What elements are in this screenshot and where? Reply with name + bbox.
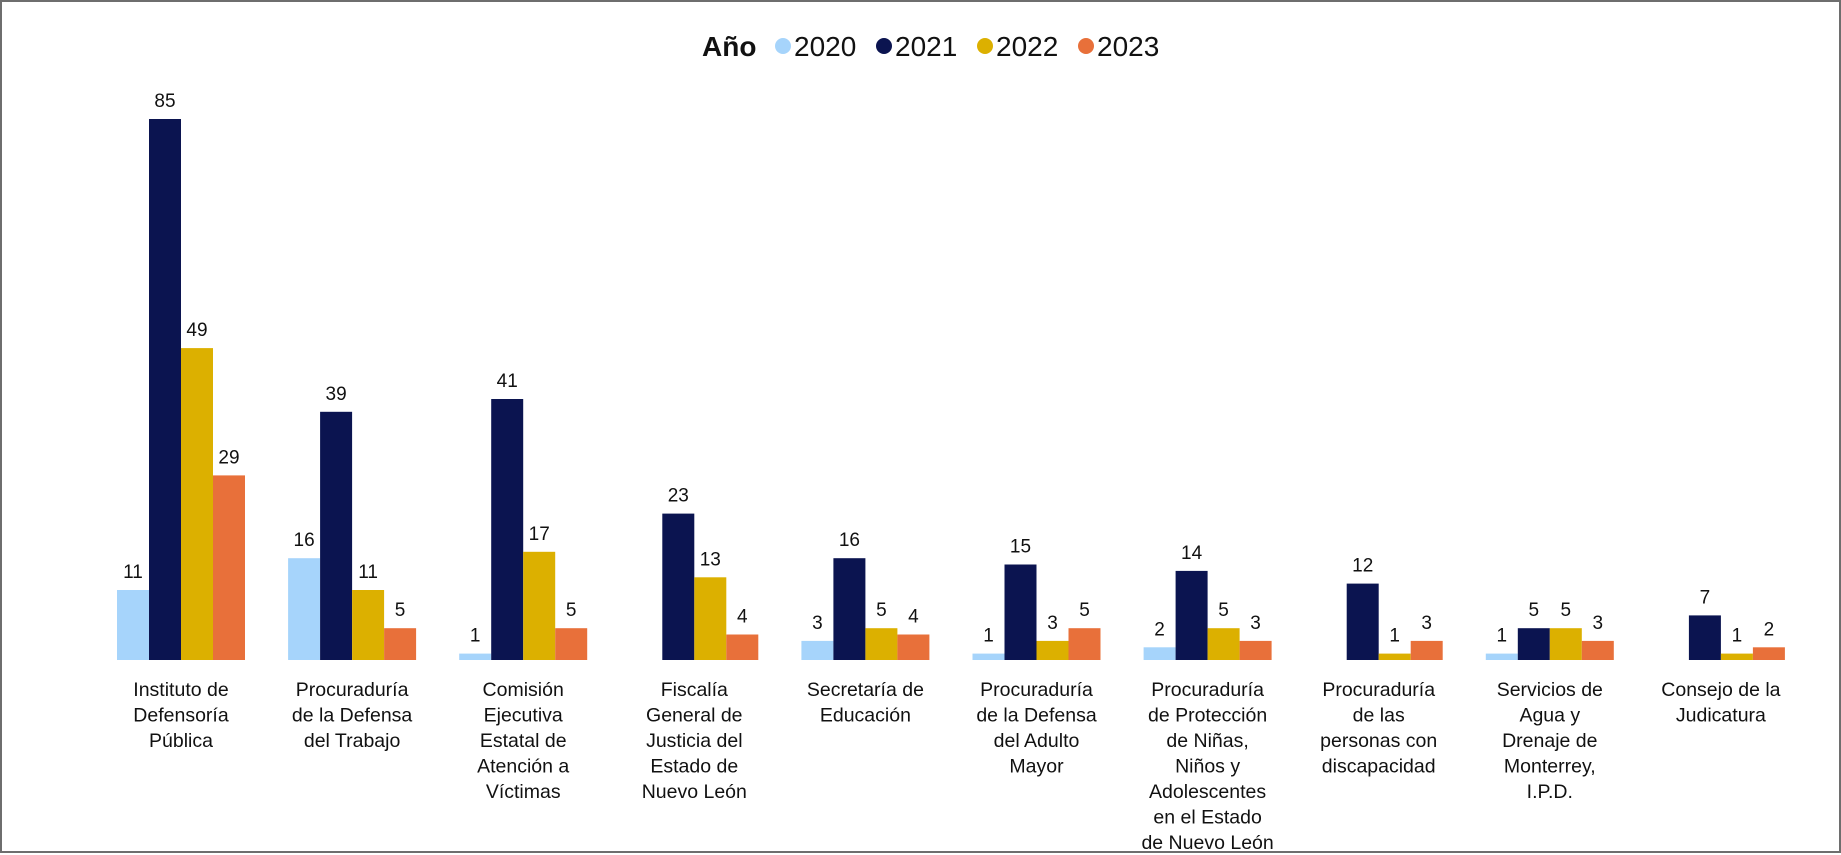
legend-swatch-2020 xyxy=(775,38,791,54)
value-label-2021-cat-9: 7 xyxy=(1700,587,1711,608)
value-label-2020-cat-0: 11 xyxy=(123,562,143,583)
value-label-2021-cat-1: 39 xyxy=(326,384,347,405)
bar-2022-cat-5 xyxy=(1036,640,1069,660)
value-label-2022-cat-3: 13 xyxy=(700,549,721,570)
bar-2023-cat-8 xyxy=(1581,640,1614,660)
value-label-2022-cat-4: 5 xyxy=(876,600,887,621)
value-label-2023-cat-0: 29 xyxy=(218,447,239,468)
category-label-8: Servicios de Agua y Drenaje de Monterrey, I.… xyxy=(1497,679,1603,803)
bar-2020-cat-6 xyxy=(1143,647,1176,660)
value-label-2022-cat-1: 11 xyxy=(358,562,378,583)
value-label-2022-cat-5: 3 xyxy=(1047,613,1058,634)
legend-title: Año xyxy=(702,31,756,62)
bars-group xyxy=(117,119,1785,660)
bar-2023-cat-4 xyxy=(897,634,930,660)
bar-2020-cat-5 xyxy=(972,653,1005,660)
bar-2023-cat-1 xyxy=(384,628,417,660)
value-label-2020-cat-2: 1 xyxy=(470,626,481,647)
value-label-2023-cat-3: 4 xyxy=(737,607,748,628)
value-label-2023-cat-5: 5 xyxy=(1079,600,1090,621)
legend: Año 2020 2021 2022 2023 xyxy=(702,31,1159,62)
bar-2021-cat-2 xyxy=(491,399,524,660)
bar-2022-cat-1 xyxy=(352,590,385,660)
value-label-2020-cat-6: 2 xyxy=(1154,619,1165,640)
value-label-2022-cat-9: 1 xyxy=(1732,626,1743,647)
value-label-2021-cat-8: 5 xyxy=(1529,600,1540,621)
value-label-2023-cat-8: 3 xyxy=(1593,613,1604,634)
legend-swatch-2022 xyxy=(977,38,993,54)
value-label-2022-cat-8: 5 xyxy=(1561,600,1572,621)
bar-2022-cat-4 xyxy=(865,628,898,660)
value-label-2021-cat-4: 16 xyxy=(839,530,860,551)
value-label-2021-cat-7: 12 xyxy=(1352,556,1373,577)
value-label-2023-cat-4: 4 xyxy=(908,607,919,628)
value-label-2020-cat-1: 16 xyxy=(294,530,315,551)
value-label-2021-cat-0: 85 xyxy=(154,91,175,112)
bar-2022-cat-0 xyxy=(181,348,213,660)
value-label-2023-cat-7: 3 xyxy=(1421,613,1432,634)
legend-label-2020: 2020 xyxy=(794,31,856,62)
value-label-2021-cat-6: 14 xyxy=(1181,543,1203,564)
value-label-2021-cat-3: 23 xyxy=(668,486,689,507)
bar-2020-cat-4 xyxy=(801,640,834,660)
bar-2020-cat-2 xyxy=(459,653,492,660)
bar-2022-cat-3 xyxy=(694,577,727,660)
value-label-2023-cat-9: 2 xyxy=(1764,619,1775,640)
legend-label-2022: 2022 xyxy=(996,31,1058,62)
value-label-2023-cat-1: 5 xyxy=(395,600,406,621)
value-label-2021-cat-2: 41 xyxy=(497,371,518,392)
category-label-5: Procuraduría de la Defensa del Adulto Mayor xyxy=(976,679,1096,778)
value-label-2023-cat-2: 5 xyxy=(566,600,577,621)
bar-2023-cat-0 xyxy=(213,475,245,660)
category-labels-group: Instituto de Defensoría Pública Procuradurí… xyxy=(133,679,1780,854)
bar-2021-cat-1 xyxy=(320,411,353,660)
category-label-2: Comisión Ejecutiva Estatal de Atención a Víc… xyxy=(477,679,569,803)
value-label-2020-cat-4: 3 xyxy=(812,613,823,634)
category-label-1: Procuraduría de la Defensa del Trabajo xyxy=(292,679,412,752)
bar-2023-cat-9 xyxy=(1752,647,1785,660)
bar-2021-cat-0 xyxy=(149,119,181,660)
bar-2022-cat-7 xyxy=(1378,653,1411,660)
bar-2023-cat-3 xyxy=(726,634,759,660)
category-label-4: Secretaría de Educación xyxy=(807,679,924,727)
bar-2021-cat-8 xyxy=(1517,628,1550,660)
value-label-2022-cat-2: 17 xyxy=(529,524,550,545)
bar-2020-cat-1 xyxy=(288,558,321,660)
value-label-2022-cat-7: 1 xyxy=(1389,626,1400,647)
bar-2022-cat-9 xyxy=(1720,653,1753,660)
bar-2021-cat-4 xyxy=(833,558,866,660)
bar-2022-cat-2 xyxy=(523,551,556,660)
value-label-2020-cat-5: 1 xyxy=(983,626,994,647)
bar-2023-cat-2 xyxy=(555,628,588,660)
category-label-3: Fiscalía General de Justicia del Estado de N… xyxy=(642,679,747,803)
value-label-2021-cat-5: 15 xyxy=(1010,537,1031,558)
legend-label-2023: 2023 xyxy=(1097,31,1159,62)
bar-2023-cat-6 xyxy=(1239,640,1272,660)
bar-2022-cat-6 xyxy=(1207,628,1240,660)
bar-2023-cat-7 xyxy=(1410,640,1443,660)
bar-2022-cat-8 xyxy=(1549,628,1582,660)
value-label-2020-cat-8: 1 xyxy=(1497,626,1508,647)
bar-2021-cat-3 xyxy=(662,513,695,660)
category-label-6: Procuraduría de Protección de Niñas, Niños … xyxy=(1141,679,1273,854)
category-label-9: Consejo de la Judicatura xyxy=(1661,679,1780,727)
category-label-7: Procuraduría de las personas con discapacid… xyxy=(1320,679,1437,778)
bar-2021-cat-5 xyxy=(1004,564,1037,660)
category-label-0: Instituto de Defensoría Pública xyxy=(133,679,229,752)
bar-2021-cat-7 xyxy=(1346,583,1379,660)
legend-swatch-2023 xyxy=(1078,38,1094,54)
legend-label-2021: 2021 xyxy=(895,31,957,62)
value-label-2022-cat-6: 5 xyxy=(1218,600,1229,621)
legend-swatch-2021 xyxy=(876,38,892,54)
bar-2021-cat-6 xyxy=(1175,570,1208,660)
bar-2023-cat-5 xyxy=(1068,628,1101,660)
bar-2020-cat-8 xyxy=(1485,653,1518,660)
value-label-2023-cat-6: 3 xyxy=(1250,613,1261,634)
value-label-2022-cat-0: 49 xyxy=(186,320,207,341)
bar-2021-cat-9 xyxy=(1688,615,1721,660)
bar-2020-cat-0 xyxy=(117,590,149,660)
